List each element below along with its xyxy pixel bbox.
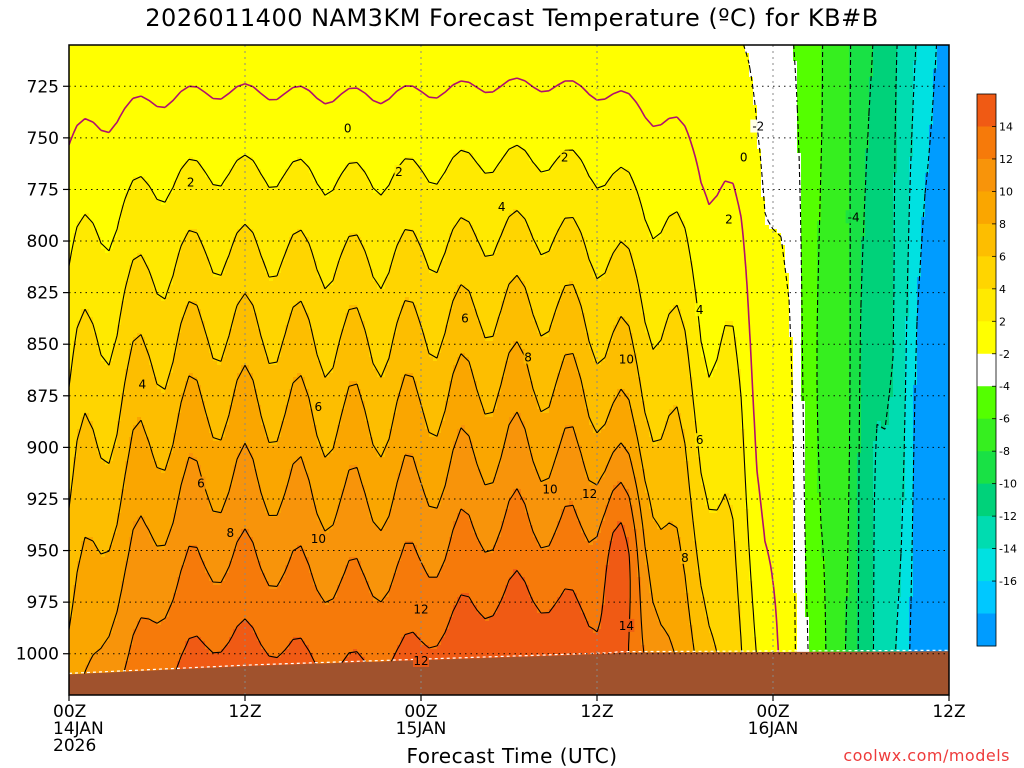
colorbar-swatch [977, 354, 996, 387]
contour-label: 8 [681, 551, 689, 565]
x-tick-label: 16JAN [748, 719, 799, 739]
contour-label: 4 [498, 200, 506, 214]
colorbar-label: 6 [999, 250, 1006, 263]
contour-label: 2 [725, 212, 733, 226]
x-tick-label: 15JAN [396, 719, 447, 739]
contour-label: 12 [413, 602, 428, 616]
colorbar-swatch [977, 126, 996, 159]
contour-label: 12 [413, 654, 428, 668]
source-credit: coolwx.com/models [843, 746, 1010, 765]
y-tick-label: 850 [27, 335, 59, 355]
contour-label: 2 [561, 150, 569, 164]
colorbar-label: -14 [999, 543, 1017, 556]
temperature-fill [69, 45, 950, 698]
colorbar-swatch [977, 159, 996, 192]
contour-label: -2 [752, 120, 764, 134]
x-tick-label: 12Z [228, 702, 261, 722]
contour-label: 10 [542, 483, 557, 497]
colorbar-swatch [977, 321, 996, 354]
contour-label: 4 [139, 377, 147, 391]
colorbar-label: -8 [999, 445, 1010, 458]
contour-label: 12 [582, 487, 597, 501]
colorbar-label: -10 [999, 478, 1017, 491]
colorbar: 14 12 10 8 6 4 2 -2 -4 -6 -8 -10 -12 -14 -16 [977, 94, 1017, 647]
colorbar-label: 2 [999, 315, 1006, 328]
colorbar-label: -2 [999, 348, 1010, 361]
y-tick-label: 750 [27, 129, 59, 149]
colorbar-swatch [977, 516, 996, 549]
contour-label: 8 [227, 526, 235, 540]
contour-label: 8 [524, 351, 532, 365]
colorbar-swatch [977, 484, 996, 517]
colorbar-swatch [977, 256, 996, 289]
colorbar-label: 4 [999, 283, 1006, 296]
y-tick-label: 775 [27, 180, 59, 200]
x-tick-label: 12Z [580, 702, 613, 722]
colorbar-label: 14 [999, 120, 1013, 133]
colorbar-swatch [977, 386, 996, 419]
colorbar-swatch [977, 614, 996, 647]
contour-label: 4 [696, 303, 704, 317]
contour-label: 2 [187, 175, 195, 189]
colorbar-swatch [977, 419, 996, 452]
contour-label: -4 [848, 210, 860, 224]
y-tick-label: 725 [27, 77, 59, 97]
y-tick-label: 800 [27, 232, 59, 252]
colorbar-label: 12 [999, 153, 1013, 166]
colorbar-swatch [977, 191, 996, 224]
colorbar-swatch [977, 224, 996, 257]
colorbar-swatch [977, 451, 996, 484]
x-tick-label: 12Z [932, 702, 965, 722]
contour-label: 0 [740, 150, 748, 164]
y-tick-label: 900 [27, 438, 59, 458]
y-tick-label: 950 [27, 542, 59, 562]
y-tick-label: 975 [27, 593, 59, 613]
contour-label: 0 [344, 122, 352, 136]
colorbar-label: -6 [999, 413, 1010, 426]
colorbar-label: 8 [999, 218, 1006, 231]
colorbar-swatch [977, 549, 996, 582]
colorbar-label: -16 [999, 575, 1017, 588]
contour-label: 14 [619, 619, 634, 633]
colorbar-swatch [977, 581, 996, 614]
colorbar-swatch [977, 94, 996, 127]
colorbar-label: -4 [999, 380, 1010, 393]
colorbar-swatch [977, 289, 996, 322]
y-tick-label: 875 [27, 387, 59, 407]
contour-label: 6 [197, 477, 205, 491]
contour-label: 10 [619, 353, 634, 367]
y-tick-label: 825 [27, 284, 59, 304]
y-tick-label: 925 [27, 490, 59, 510]
contour-label: 2 [395, 165, 403, 179]
contour-label: 6 [461, 311, 469, 325]
contour-label: 6 [315, 400, 323, 414]
colorbar-label: 10 [999, 185, 1013, 198]
contour-label: 6 [696, 433, 704, 447]
y-tick-label: 1000 [16, 645, 59, 665]
contour-label: 10 [311, 532, 326, 546]
colorbar-label: -12 [999, 510, 1017, 523]
